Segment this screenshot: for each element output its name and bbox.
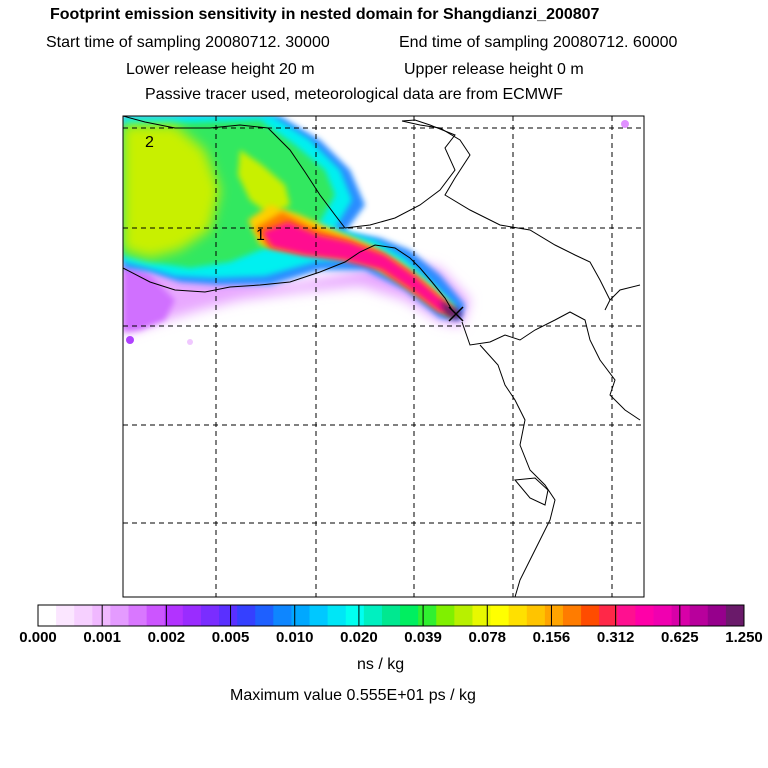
plume-core	[262, 222, 452, 312]
start-time-label: Start time of sampling 20080712. 30000	[46, 34, 330, 51]
sensitivity-spot	[187, 339, 193, 345]
end-time-label: End time of sampling 20080712. 60000	[399, 34, 678, 51]
colorbar-tick-label: 0.000	[19, 629, 57, 646]
maximum-value-label: Maximum value 0.555E+01 ps / kg	[230, 687, 476, 704]
map-label-1: 1	[256, 227, 265, 244]
coastline-east	[401, 120, 611, 311]
coastline-south	[123, 244, 453, 311]
tracer-note: Passive tracer used, meteorological data…	[145, 86, 563, 103]
release-site-cross	[448, 306, 464, 322]
sensitivity-yellowgreen-patch	[238, 150, 290, 215]
colorbar-tick-label: 0.010	[275, 629, 314, 646]
coastline-southeast	[479, 344, 556, 597]
footprint-map: 2 1	[122, 115, 645, 598]
coastline-fragment	[609, 284, 641, 301]
colorbar-tick-label: 0.001	[83, 629, 121, 646]
sensitivity-spot	[126, 336, 134, 344]
colorbar-tick-label: 0.005	[211, 629, 250, 646]
colorbar-tick-label: 0.020	[340, 629, 378, 646]
sensitivity-yellowgreen-region	[123, 125, 220, 258]
coastline-north	[123, 116, 456, 229]
sensitivity-violet-region	[123, 265, 175, 332]
colorbar-tick-label: 0.002	[147, 629, 186, 646]
footprint-field: 2 1	[123, 116, 644, 597]
colorbar-tick-label: 0.625	[661, 629, 699, 646]
lower-release-label: Lower release height 20 m	[126, 61, 315, 78]
colorbar-tick-label: 0.078	[468, 629, 507, 646]
map-label-2: 2	[145, 134, 154, 151]
colorbar-tick-label: 1.250	[725, 629, 763, 646]
lat-lon-grid	[123, 116, 644, 597]
colorbar-unit: ns / kg	[357, 656, 405, 673]
figure-title: Footprint emission sensitivity in nested…	[50, 6, 600, 23]
island-outline	[514, 477, 549, 506]
sensitivity-spot	[621, 120, 629, 128]
colorbar-tick-label: 0.039	[404, 629, 442, 646]
colorbar-tick-label: 0.312	[596, 629, 635, 646]
upper-release-label: Upper release height 0 m	[404, 61, 584, 78]
map-frame	[122, 115, 645, 598]
colorbar-tick-label: 0.156	[532, 629, 571, 646]
